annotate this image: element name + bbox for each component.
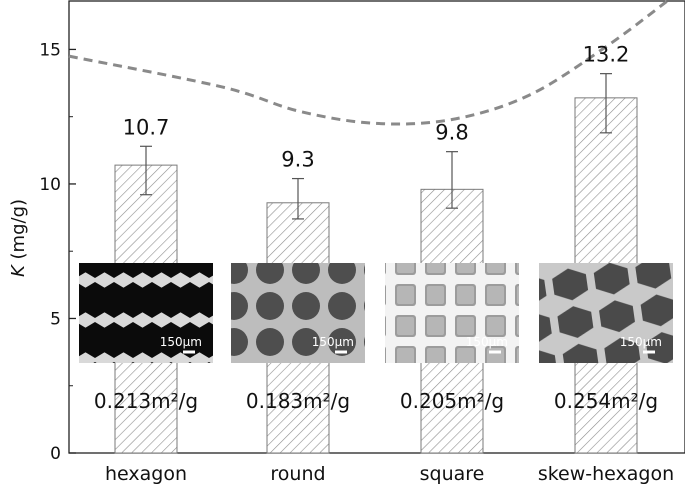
trend-curve-layer [68,0,669,126]
y-tick-label: 5 [50,309,61,329]
area-label-square: 0.205m²/g [400,389,504,413]
error-bar-skew-hexagon [600,73,612,134]
error-bar-round [292,177,304,220]
area-label-round: 0.183m²/g [246,389,350,413]
value-label-hexagon: 10.7 [123,115,170,139]
y-axis-title-symbol: K [8,264,29,277]
y-tick-label: 10 [39,175,61,195]
category-label-skew-hexagon: skew-hexagon [538,463,674,485]
error-bar-square [446,151,458,209]
category-label-hexagon: hexagon [105,463,187,485]
value-label-square: 9.8 [435,121,468,145]
y-axis-title-unit: (mg/g) [8,199,29,265]
skew-hexagon-sem-image: 150μm [539,263,673,363]
value-label-skew-hexagon: 13.2 [583,43,630,67]
area-label-hexagon: 0.213m²/g [94,389,198,413]
trend-curve [68,0,669,126]
y-axis: 0 5 10 15 [39,40,76,464]
category-label-square: square [420,463,485,485]
hexagon-sem-image: 150μm [79,263,213,363]
labels-layer: 10.7 0.213m²/g hexagon 9.3 0.183m²/g round 9.8… [94,43,674,485]
category-label-round: round [270,463,325,485]
error-bar-hexagon [140,145,152,196]
scale-bar-label: 150μm [620,335,662,349]
scale-bar-label: 150μm [160,335,202,349]
y-tick-label: 15 [39,40,61,60]
round-sem-image: 150μm [231,263,365,363]
scale-bar-label: 150μm [466,335,508,349]
square-sem-image: 150μm [385,263,519,363]
insets-layer: 150μm 150μm 150μm 150μm [79,263,673,363]
area-label-skew-hexagon: 0.254m²/g [554,389,658,413]
plot-frame [68,0,685,454]
y-tick-label: 0 [50,444,61,464]
error-bars-layer [140,73,612,220]
value-label-round: 9.3 [281,148,314,172]
scale-bar-label: 150μm [312,335,354,349]
y-axis-title: K (mg/g) [8,199,29,277]
